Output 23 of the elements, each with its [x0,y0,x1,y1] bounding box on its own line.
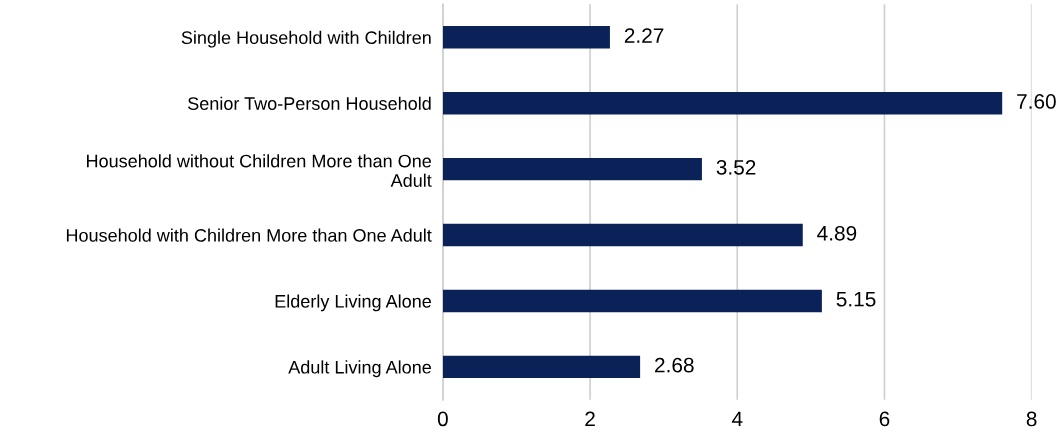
y-tick-label: Household with Children More than One Adult [66,228,432,242]
data-label: 2.68 [655,357,694,373]
data-label: 5.15 [836,292,876,307]
bar [442,355,641,379]
x-tick-label: 0 [437,411,448,427]
x-tick-label: 2 [585,411,595,427]
bar [442,157,702,181]
bar [442,223,803,247]
y-tick-label: Household without Children More than One Adult [87,154,432,187]
bar [442,26,610,49]
x-tick-label: 6 [879,411,890,427]
y-tick-label: Elderly Living Alone [275,294,431,312]
data-label: 4.89 [817,225,857,241]
data-label: 7.60 [1017,94,1056,109]
data-label: 3.52 [716,160,756,175]
bar [442,289,822,313]
y-tick-label: Single Household with Children [181,30,431,48]
y-tick-label: Senior Two-Person Household [188,96,431,110]
x-tick-label: 4 [731,411,743,427]
x-tick-label: 8 [1026,411,1037,427]
y-tick-label: Adult Living Alone [288,360,431,378]
bar [442,92,1003,115]
data-label: 2.27 [624,28,664,43]
